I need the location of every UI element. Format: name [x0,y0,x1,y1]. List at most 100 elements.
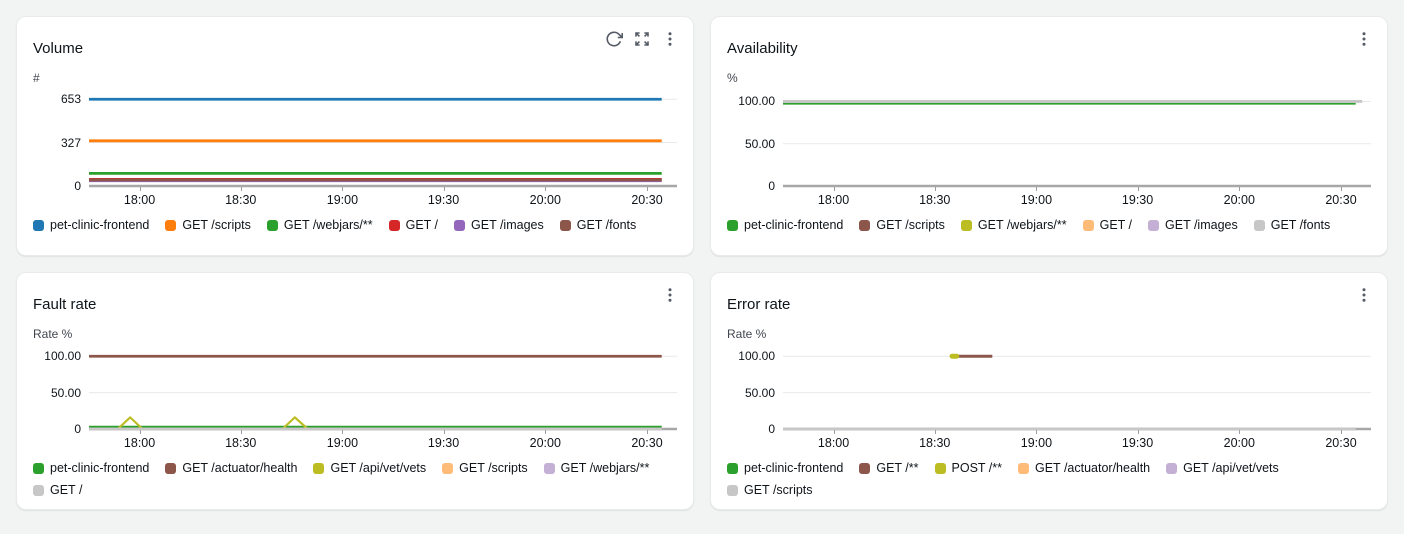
x-tick-mark [1239,430,1241,434]
x-tick-label: 18:30 [225,193,257,207]
legend-swatch [33,463,44,474]
y-axis-labels: 100.00 50.00 0 [727,93,783,193]
legend-item[interactable]: POST /** [934,458,1002,479]
legend-item[interactable]: GET /images [1148,215,1238,236]
x-tick-mark [240,187,242,191]
x-tick-label: 19:30 [427,193,460,207]
x-axis-labels: 18:00 18:30 19:00 19:30 20:00 20:30 [89,186,677,212]
legend-item[interactable]: GET / [388,215,439,236]
x-tick-mark [443,430,445,434]
legend-swatch [313,463,325,474]
kebab-menu-icon [668,288,672,302]
legend-label: GET /actuator/health [1035,461,1151,475]
x-tick-mark [833,187,835,191]
legend-swatch [859,463,871,474]
legend-item[interactable]: GET /actuator/health [1018,458,1150,479]
legend-item[interactable]: GET /webjars/** [960,215,1067,236]
refresh-icon [606,31,623,47]
x-tick-label: 19:00 [1020,193,1053,207]
legend-label: POST /** [951,461,1002,475]
legend-item[interactable]: GET /scripts [165,215,251,236]
menu-button[interactable] [657,26,683,52]
legend-swatch [960,220,972,231]
legend-swatch [165,220,177,231]
y-tick-label: 653 [60,92,81,107]
legend-item[interactable]: GET /actuator/health [165,458,297,479]
legend-swatch [1082,220,1094,231]
legend-item[interactable]: GET / [33,480,82,501]
legend-label: GET /api/vet/vets [330,461,427,475]
x-axis-labels: 18:00 18:30 19:00 19:30 20:00 20:30 [783,186,1371,212]
y-tick-label: 100.00 [44,349,81,364]
y-tick-label: 50.00 [744,136,775,151]
plot-area [89,93,677,186]
legend-item[interactable]: GET /api/vet/vets [313,458,426,479]
x-tick-label: 20:00 [529,436,561,450]
fault-rate-panel: Fault rate Rate % 100.00 50.00 0 18:00 18:3… [16,272,694,510]
panel-actions [601,26,683,52]
x-tick-label: 18:30 [225,436,257,450]
legend-label: GET /actuator/health [182,461,298,475]
y-tick-label: 100.00 [738,94,775,109]
legend-item[interactable]: pet-clinic-frontend [33,215,149,236]
plot-area [783,349,1371,429]
legend-label: GET /webjars/** [560,461,650,475]
x-tick-mark [647,430,648,434]
legend-item[interactable]: GET /scripts [442,458,528,479]
legend-swatch [859,220,871,231]
legend-item[interactable]: GET / [1082,215,1132,236]
legend-swatch [543,463,555,474]
x-tick-label: 20:00 [1223,436,1255,450]
chart-legend: pet-clinic-frontend GET /actuator/health G… [33,458,677,501]
legend-swatch [559,220,571,231]
x-tick-mark [833,430,835,434]
x-tick-label: 18:30 [919,436,951,450]
y-tick-label: 0 [768,179,775,193]
x-tick-label: 20:30 [631,436,663,450]
legend-label: GET / [405,218,439,232]
legend-item[interactable]: GET /fonts [559,215,636,236]
legend-item[interactable]: GET /webjars/** [543,458,650,479]
x-tick-mark [934,187,936,191]
legend-swatch [266,220,278,231]
x-tick-label: 18:00 [817,436,850,450]
refresh-button[interactable] [601,26,627,52]
expand-button[interactable] [629,26,655,52]
legend-item[interactable]: GET /** [859,458,919,479]
x-axis-labels: 18:00 18:30 19:00 19:30 20:00 20:30 [783,429,1371,455]
legend-item[interactable]: pet-clinic-frontend [727,215,843,236]
legend-item[interactable]: GET /scripts [727,480,813,501]
legend-label: GET /webjars/** [283,218,373,232]
x-tick-label: 20:00 [1223,193,1255,207]
legend-item[interactable]: GET /scripts [859,215,945,236]
x-tick-label: 19:00 [326,193,359,207]
x-tick-mark [240,430,242,434]
y-tick-label: 327 [60,135,81,150]
legend-label: GET /fonts [1270,218,1331,232]
menu-button[interactable] [657,282,683,308]
x-tick-mark [1137,430,1139,434]
legend-swatch [388,220,400,231]
legend-label: GET /** [876,461,919,475]
y-axis-labels: 100.00 50.00 0 [33,349,89,436]
legend-item[interactable]: pet-clinic-frontend [727,458,843,479]
x-tick-label: 20:00 [529,193,561,207]
x-tick-label: 18:00 [817,193,850,207]
legend-item[interactable]: GET /fonts [1253,215,1331,236]
legend-label: GET / [50,483,83,497]
panel-actions [657,282,683,308]
x-tick-label: 19:00 [1020,436,1053,450]
x-tick-mark [1036,430,1038,434]
menu-button[interactable] [1351,282,1377,308]
menu-button[interactable] [1351,26,1377,52]
x-tick-mark [342,187,344,191]
panel-title: Availability [727,40,798,57]
legend-item[interactable]: GET /images [454,215,544,236]
y-tick-label: 0 [768,422,775,436]
chart-canvas [89,349,677,429]
legend-item[interactable]: GET /webjars/** [266,215,373,236]
legend-item[interactable]: pet-clinic-frontend [33,458,149,479]
x-tick-label: 19:00 [326,436,359,450]
legend-item[interactable]: GET /api/vet/vets [1166,458,1279,479]
legend-swatch [727,463,738,474]
